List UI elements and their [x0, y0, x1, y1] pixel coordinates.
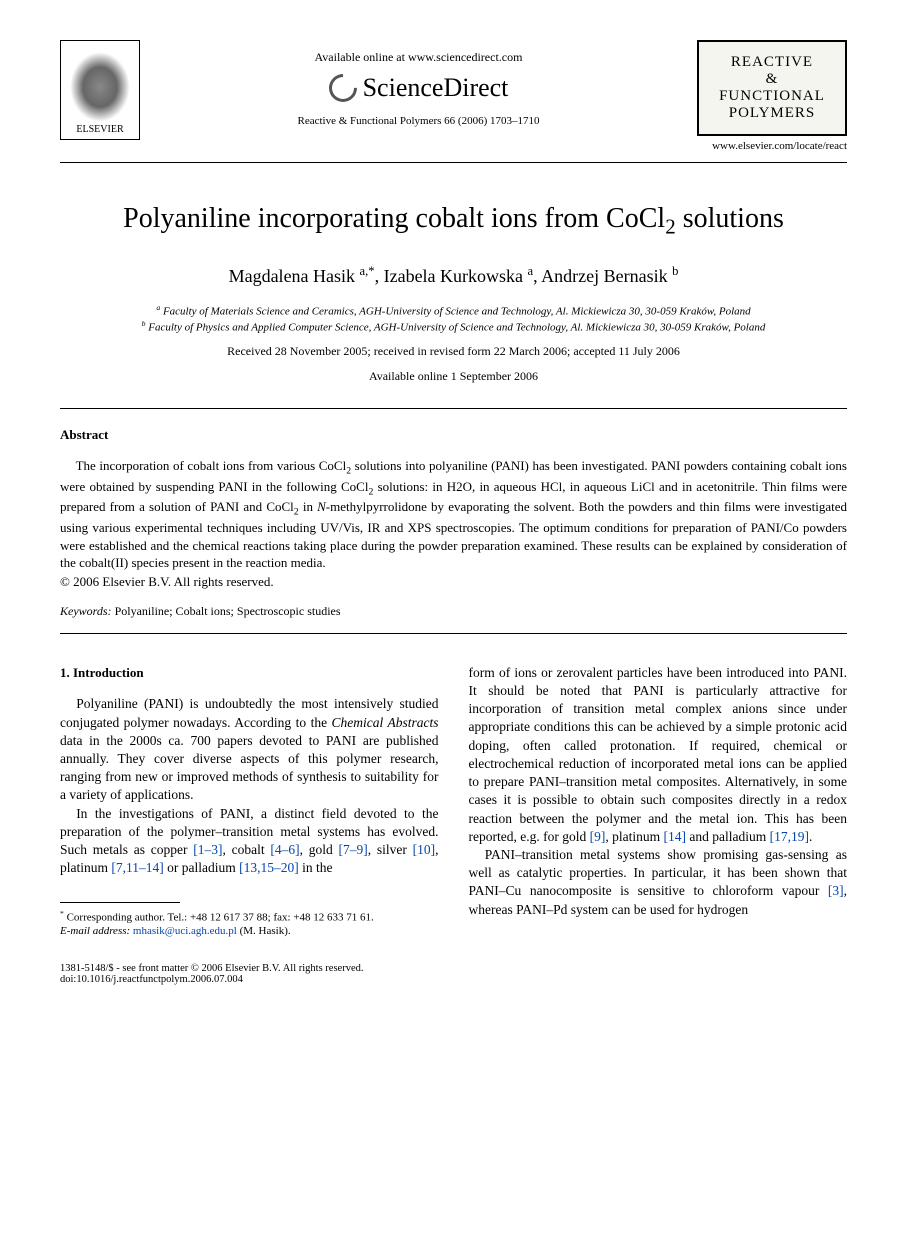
journal-box-wrapper: REACTIVE & FUNCTIONAL POLYMERS www.elsev… — [697, 40, 847, 152]
elsevier-tree-icon — [70, 52, 130, 122]
email-tail: (M. Hasik). — [237, 925, 291, 937]
journal-box: REACTIVE & FUNCTIONAL POLYMERS — [697, 40, 847, 136]
online-date: Available online 1 September 2006 — [60, 369, 847, 384]
column-left: 1. Introduction Polyaniline (PANI) is un… — [60, 664, 439, 939]
received-dates: Received 28 November 2005; received in r… — [60, 344, 847, 359]
section-1-heading: 1. Introduction — [60, 664, 439, 682]
email-label: E-mail address: — [60, 925, 130, 937]
elsevier-logo: ELSEVIER — [60, 40, 140, 140]
rule-before-abstract — [60, 408, 847, 409]
keywords: Keywords: Polyaniline; Cobalt ions; Spec… — [60, 604, 847, 619]
rule-top — [60, 162, 847, 163]
sciencedirect-text: ScienceDirect — [363, 73, 509, 103]
intro-para-3: form of ions or zerovalent particles hav… — [469, 664, 848, 846]
abstract-heading: Abstract — [60, 427, 847, 443]
sciencedirect-swirl-icon — [323, 68, 363, 108]
email-line: E-mail address: mhasik@uci.agh.edu.pl (M… — [60, 924, 439, 938]
sciencedirect-logo: ScienceDirect — [160, 73, 677, 103]
abstract-copyright: © 2006 Elsevier B.V. All rights reserved… — [60, 574, 847, 590]
abstract-body: The incorporation of cobalt ions from va… — [60, 457, 847, 572]
column-right: form of ions or zerovalent particles hav… — [469, 664, 848, 939]
center-header: Available online at www.sciencedirect.co… — [140, 40, 697, 127]
intro-para-2: In the investigations of PANI, a distinc… — [60, 805, 439, 878]
keywords-text: Polyaniline; Cobalt ions; Spectroscopic … — [112, 604, 341, 618]
rule-after-abstract — [60, 633, 847, 634]
affiliation-a-text: Faculty of Materials Science and Ceramic… — [163, 305, 751, 317]
journal-url: www.elsevier.com/locate/react — [697, 140, 847, 152]
corresponding-author: * Corresponding author. Tel.: +48 12 617… — [60, 909, 439, 925]
authors: Magdalena Hasik a,*, Izabela Kurkowska a… — [60, 264, 847, 287]
doi-line: doi:10.1016/j.reactfunctpolym.2006.07.00… — [60, 974, 847, 985]
elsevier-label: ELSEVIER — [76, 124, 123, 135]
affiliation-b: b Faculty of Physics and Applied Compute… — [60, 319, 847, 334]
affiliation-b-text: Faculty of Physics and Applied Computer … — [148, 322, 765, 334]
available-online-text: Available online at www.sciencedirect.co… — [160, 50, 677, 65]
front-matter-line: 1381-5148/$ - see front matter © 2006 El… — [60, 963, 847, 974]
journal-line1: REACTIVE — [707, 54, 837, 71]
affiliation-a: a Faculty of Materials Science and Ceram… — [60, 303, 847, 318]
email-link[interactable]: mhasik@uci.agh.edu.pl — [133, 925, 237, 937]
journal-line4: POLYMERS — [707, 105, 837, 122]
keywords-label: Keywords: — [60, 604, 112, 618]
header: ELSEVIER Available online at www.science… — [60, 40, 847, 152]
article-title: Polyaniline incorporating cobalt ions fr… — [60, 203, 847, 240]
footnote-rule — [60, 902, 180, 903]
journal-line2: & — [707, 71, 837, 88]
intro-para-1: Polyaniline (PANI) is undoubtedly the mo… — [60, 695, 439, 804]
journal-line3: FUNCTIONAL — [707, 88, 837, 105]
body-columns: 1. Introduction Polyaniline (PANI) is un… — [60, 664, 847, 939]
intro-para-4: PANI–transition metal systems show promi… — [469, 846, 848, 919]
citation-line: Reactive & Functional Polymers 66 (2006)… — [160, 115, 677, 127]
